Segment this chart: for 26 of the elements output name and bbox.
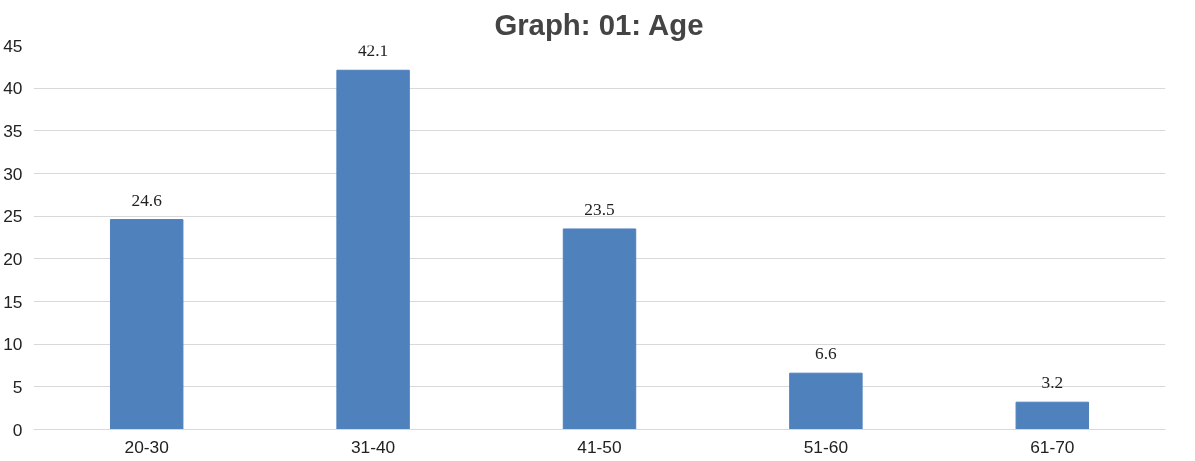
y-tick-label: 45 <box>3 35 23 56</box>
bar <box>562 228 637 430</box>
y-tick-label: 5 <box>12 376 23 397</box>
x-tick-label: 20-30 <box>124 436 169 457</box>
x-tick-label: 31-40 <box>350 436 396 457</box>
bar <box>109 219 184 430</box>
y-tick-label: 20 <box>3 248 23 269</box>
y-tick-label: 35 <box>3 120 23 141</box>
y-tick-label: 15 <box>3 291 23 312</box>
bar <box>336 69 410 430</box>
x-tick-label: 51-60 <box>803 436 849 457</box>
x-tick-label: 61-70 <box>1030 436 1075 457</box>
data-label: 6.6 <box>815 344 838 364</box>
x-tick-label: 41-50 <box>577 436 622 457</box>
data-label: 42.1 <box>357 41 389 61</box>
y-tick-label: 0 <box>12 419 23 440</box>
y-tick-label: 25 <box>3 206 23 227</box>
y-tick-label: 10 <box>3 334 23 355</box>
y-tick-label: 40 <box>3 78 23 99</box>
bar <box>789 372 863 430</box>
data-label: 3.2 <box>1041 373 1064 393</box>
y-tick-label: 30 <box>3 163 23 184</box>
data-label: 23.5 <box>584 199 615 219</box>
chart-title: Graph: 01: Age <box>494 7 704 41</box>
data-label: 24.6 <box>131 190 163 210</box>
bar <box>1015 401 1090 430</box>
